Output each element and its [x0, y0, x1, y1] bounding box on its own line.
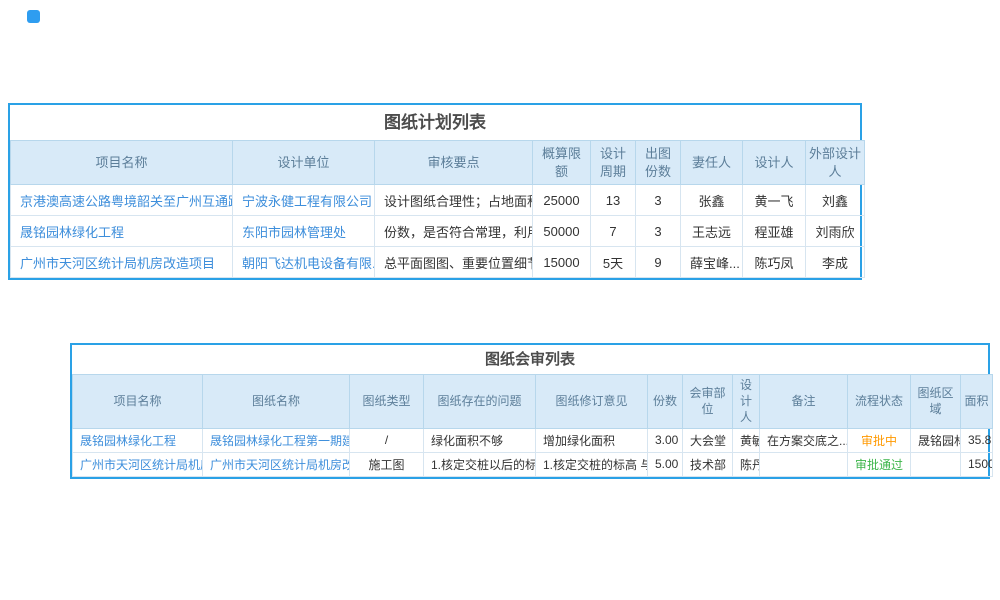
cell-review-part: 大会堂 — [682, 427, 733, 453]
cell-remark: 在方案交底之... — [759, 427, 848, 453]
col-header-copies: 份数 — [647, 374, 683, 429]
cell-project-name: 晟铭园林绿化工程 — [72, 427, 203, 453]
col-header-designer: 设计人 — [742, 140, 806, 185]
drawing-review-table-title: 图纸会审列表 — [484, 351, 575, 368]
cell-responsible-person: 王志远 — [680, 215, 743, 247]
col-header-remark: 备注 — [759, 374, 848, 429]
cell-designer: 陈巧凤 — [742, 246, 806, 278]
drawing-plan-table: 图纸计划列表 项目名称 设计单位 审核要点 概算限额 设计周期 出图份数 妻任人… — [8, 103, 865, 280]
cell-external-designer: 李成 — [805, 246, 865, 278]
cell-designer: 黄一飞 — [742, 184, 806, 216]
col-header-budget-limit: 概算限额 — [532, 140, 591, 185]
cell-revision-opinion: 1.核定交桩的标高 与图纸... — [535, 451, 648, 477]
col-header-external-designer: 外部设计人 — [805, 140, 865, 185]
project-link[interactable]: 晟铭园林绿化工程 — [80, 433, 177, 448]
col-header-design-unit: 设计单位 — [232, 140, 375, 185]
cell-project-name: 京港澳高速公路粤境韶关至广州互通路面... — [10, 184, 233, 216]
cell-designer: 陈丹 — [732, 451, 760, 477]
cell-revision-opinion: 增加绿化面积 — [535, 427, 648, 453]
cell-project-name: 广州市天河区统计局机房改造... — [72, 451, 203, 477]
cell-budget-limit: 50000 — [532, 215, 591, 247]
cell-drawing-problems: 绿化面积不够 — [423, 427, 536, 453]
col-header-project-name: 项目名称 — [10, 140, 233, 185]
project-link[interactable]: 晟铭园林绿化工程 — [20, 224, 125, 240]
cell-external-designer: 刘鑫 — [805, 184, 865, 216]
cell-drawing-region: 晟铭园林 — [910, 427, 961, 453]
table-row: 广州市天河区统计局机房改造项目 朝阳飞达机电设备有限... 总平面图图、重要位置… — [10, 246, 865, 278]
project-link[interactable]: 京港澳高速公路粤境韶关至广州互通路面... — [20, 193, 232, 209]
review-header-row: 项目名称 图纸名称 图纸类型 图纸存在的问题 图纸修订意见 份数 会审部位 设计… — [72, 374, 993, 429]
cell-drawing-type: 施工图 — [349, 451, 424, 477]
cell-area: 1500 — [960, 451, 993, 477]
cell-review-points: 份数，是否符合常理，利用率 — [374, 215, 533, 247]
cell-remark — [759, 451, 848, 477]
cell-copies: 3.00 — [647, 427, 683, 453]
cell-designer: 黄敏 — [732, 427, 760, 453]
project-link[interactable]: 广州市天河区统计局机房改造... — [80, 457, 202, 472]
col-header-drawing-problems: 图纸存在的问题 — [423, 374, 536, 429]
col-header-copies: 出图份数 — [635, 140, 681, 185]
cell-design-unit: 朝阳飞达机电设备有限... — [232, 246, 375, 278]
drawing-name-link[interactable]: 晟铭园林绿化工程第一期建设计划... — [210, 433, 349, 448]
cell-design-unit: 宁波永健工程有限公司 — [232, 184, 375, 216]
table-row: 晟铭园林绿化工程 东阳市园林管理处 份数，是否符合常理，利用率 50000 7 … — [10, 215, 865, 247]
cell-budget-limit: 25000 — [532, 184, 591, 216]
cell-area: 35.8 — [960, 427, 993, 453]
cell-drawing-name: 广州市天河区统计局机房改造项目... — [202, 451, 350, 477]
cell-copies: 9 — [635, 246, 681, 278]
project-link[interactable]: 广州市天河区统计局机房改造项目 — [20, 255, 216, 271]
col-header-drawing-type: 图纸类型 — [349, 374, 424, 429]
drawing-plan-table-title: 图纸计划列表 — [384, 113, 486, 132]
drawing-review-table: 图纸会审列表 项目名称 图纸名称 图纸类型 图纸存在的问题 图纸修订意见 份数 … — [70, 343, 993, 479]
app-icon — [27, 10, 40, 23]
cell-review-points: 设计图纸合理性；占地面积... — [374, 184, 533, 216]
cell-drawing-type: / — [349, 427, 424, 453]
cell-flow-status: 审批通过 — [847, 451, 911, 477]
cell-design-cycle: 7 — [590, 215, 636, 247]
cell-design-cycle: 5天 — [590, 246, 636, 278]
cell-designer: 程亚雄 — [742, 215, 806, 247]
cell-flow-status: 审批中 — [847, 427, 911, 453]
cell-copies: 5.00 — [647, 451, 683, 477]
cell-project-name: 广州市天河区统计局机房改造项目 — [10, 246, 233, 278]
cell-drawing-problems: 1.核定交桩以后的标高与... — [423, 451, 536, 477]
cell-drawing-name: 晟铭园林绿化工程第一期建设计划... — [202, 427, 350, 453]
design-unit-link[interactable]: 宁波永健工程有限公司 — [242, 193, 373, 209]
col-header-revision-opinion: 图纸修订意见 — [535, 374, 648, 429]
col-header-flow-status: 流程状态 — [847, 374, 911, 429]
drawing-name-link[interactable]: 广州市天河区统计局机房改造项目... — [210, 457, 349, 472]
cell-responsible-person: 张鑫 — [680, 184, 743, 216]
cell-drawing-region — [910, 451, 961, 477]
col-header-area: 面积 — [960, 374, 993, 429]
col-header-drawing-region: 图纸区域 — [910, 374, 961, 429]
col-header-designer: 设计人 — [732, 374, 760, 429]
cell-responsible-person: 薛宝峰... — [680, 246, 743, 278]
cell-copies: 3 — [635, 184, 681, 216]
cell-budget-limit: 15000 — [532, 246, 591, 278]
cell-design-unit: 东阳市园林管理处 — [232, 215, 375, 247]
cell-copies: 3 — [635, 215, 681, 247]
drawing-review-grid: 项目名称 图纸名称 图纸类型 图纸存在的问题 图纸修订意见 份数 会审部位 设计… — [72, 374, 993, 477]
col-header-project-name: 项目名称 — [72, 374, 203, 429]
cell-project-name: 晟铭园林绿化工程 — [10, 215, 233, 247]
cell-design-cycle: 13 — [590, 184, 636, 216]
col-header-review-points: 审核要点 — [374, 140, 533, 185]
status-badge: 审批中 — [860, 433, 897, 448]
cell-review-points: 总平面图图、重要位置细节... — [374, 246, 533, 278]
design-unit-link[interactable]: 朝阳飞达机电设备有限... — [242, 255, 375, 271]
table-row: 广州市天河区统计局机房改造... 广州市天河区统计局机房改造项目... 施工图 … — [72, 451, 993, 477]
col-header-drawing-name: 图纸名称 — [202, 374, 350, 429]
table-row: 晟铭园林绿化工程 晟铭园林绿化工程第一期建设计划... / 绿化面积不够 增加绿… — [72, 427, 993, 453]
col-header-responsible-person: 妻任人 — [680, 140, 743, 185]
status-badge: 审批通过 — [855, 457, 904, 472]
col-header-review-part: 会审部位 — [682, 374, 733, 429]
col-header-design-cycle: 设计周期 — [590, 140, 636, 185]
drawing-plan-grid: 项目名称 设计单位 审核要点 概算限额 设计周期 出图份数 妻任人 设计人 外部… — [10, 140, 865, 278]
design-unit-link[interactable]: 东阳市园林管理处 — [242, 224, 347, 240]
table-row: 京港澳高速公路粤境韶关至广州互通路面... 宁波永健工程有限公司 设计图纸合理性… — [10, 184, 865, 216]
cell-review-part: 技术部 — [682, 451, 733, 477]
cell-external-designer: 刘雨欣 — [805, 215, 865, 247]
plan-header-row: 项目名称 设计单位 审核要点 概算限额 设计周期 出图份数 妻任人 设计人 外部… — [10, 140, 865, 185]
